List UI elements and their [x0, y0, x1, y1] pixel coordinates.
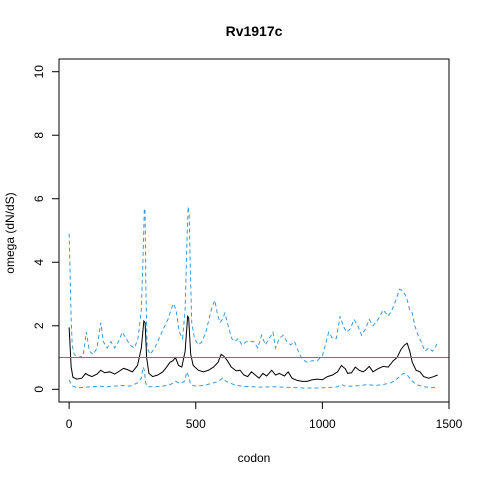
x-tick-label: 1500 — [436, 417, 463, 431]
y-tick-label: 0 — [32, 386, 46, 393]
y-tick-label: 10 — [32, 65, 46, 79]
series-layer — [68, 206, 439, 389]
y-tick-label: 2 — [32, 322, 46, 329]
y-tick-label: 4 — [32, 259, 46, 266]
y-axis-label: omega (dN/dS) — [3, 192, 17, 273]
y-tick-label: 8 — [32, 132, 46, 139]
y-axis: 0 2 4 6 8 10 — [32, 65, 59, 393]
x-tick-label: 0 — [66, 417, 73, 431]
plot-frame — [58, 58, 450, 403]
x-tick-label: 1000 — [309, 417, 336, 431]
y-tick-label: 6 — [32, 195, 46, 202]
x-tick-label: 500 — [186, 417, 206, 431]
series-lower-ci-line — [68, 365, 438, 389]
series-estimate-line — [68, 314, 438, 382]
series-upper-ci-line — [68, 206, 439, 363]
x-axis-label: codon — [238, 451, 271, 465]
chart-title: Rv1917c — [226, 23, 283, 39]
x-axis: 0 500 1000 1500 — [66, 402, 463, 431]
